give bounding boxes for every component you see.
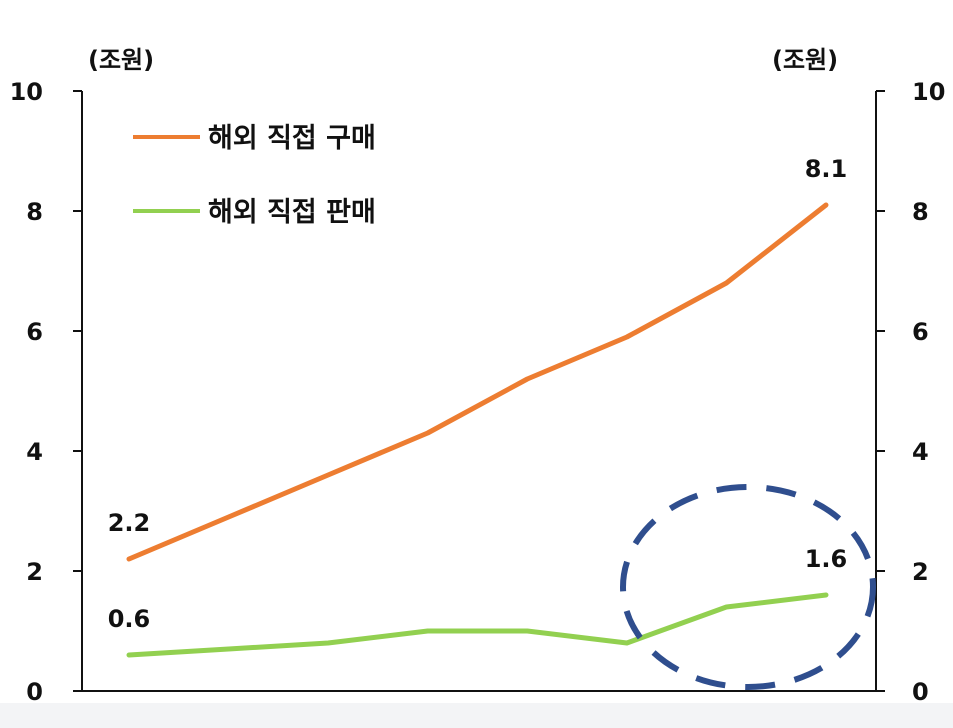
left-tick-label: 2 bbox=[26, 558, 43, 586]
data-label: 0.6 bbox=[108, 605, 151, 633]
left-tick-label: 6 bbox=[26, 318, 43, 346]
left-tick-label: 8 bbox=[26, 198, 43, 226]
right-tick-label: 0 bbox=[912, 678, 929, 706]
right-tick-label: 4 bbox=[912, 438, 929, 466]
data-label: 8.1 bbox=[805, 155, 848, 183]
right-axis-unit: (조원) bbox=[772, 46, 838, 74]
left-tick-label: 0 bbox=[26, 678, 43, 706]
data-labels: 2.2 8.1 0.6 1.6 bbox=[108, 155, 848, 633]
legend-label-purchase: 해외 직접 구매 bbox=[208, 123, 376, 154]
axes bbox=[73, 90, 885, 692]
legend-label-sales: 해외 직접 판매 bbox=[208, 197, 376, 228]
data-label: 1.6 bbox=[805, 545, 848, 573]
series-line-purchase bbox=[126, 202, 829, 562]
left-tick-label: 10 bbox=[10, 78, 43, 106]
series-line-sales bbox=[126, 592, 829, 658]
legend: 해외 직접 구매 해외 직접 판매 bbox=[133, 123, 376, 228]
right-tick-label: 8 bbox=[912, 198, 929, 226]
bottom-strip bbox=[0, 703, 953, 728]
right-tick-label: 6 bbox=[912, 318, 929, 346]
right-tick-label: 2 bbox=[912, 558, 929, 586]
tick-labels: 0 0 2 2 4 4 6 6 8 8 10 10 bbox=[10, 78, 946, 706]
right-tick-label: 10 bbox=[912, 78, 945, 106]
left-axis-unit: (조원) bbox=[88, 46, 154, 74]
highlight-dashed-ellipse bbox=[620, 484, 876, 690]
series-lines bbox=[126, 202, 829, 658]
left-tick-label: 4 bbox=[26, 438, 43, 466]
data-label: 2.2 bbox=[108, 509, 151, 537]
